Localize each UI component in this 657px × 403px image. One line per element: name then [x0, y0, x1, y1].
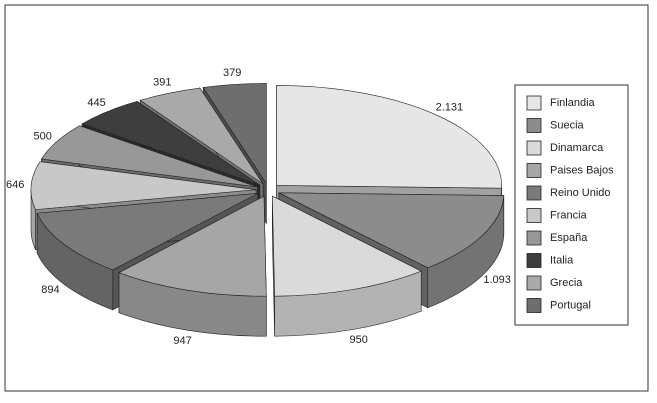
legend-label: España	[550, 232, 588, 244]
slice-top	[40, 125, 258, 188]
legend-label: Finlandia	[550, 97, 596, 109]
slice-top	[271, 195, 422, 297]
pie-slice	[118, 195, 267, 337]
legend-label: Paises Bajos	[550, 164, 614, 176]
legend-label: Grecia	[550, 277, 583, 289]
slice-top	[81, 101, 261, 186]
slice-top	[139, 87, 264, 185]
value-label: 391	[153, 77, 171, 89]
slice-top	[36, 193, 258, 271]
legend-label: Italia	[550, 254, 574, 266]
legend-label: Dinamarca	[550, 142, 604, 154]
legend-swatch	[526, 230, 542, 246]
legend-label: Portugal	[550, 299, 591, 311]
legend-swatch	[526, 275, 542, 291]
legend-swatch	[526, 95, 542, 111]
legend-swatch	[526, 208, 542, 223]
slice-top	[202, 83, 267, 185]
legend-swatch	[526, 298, 542, 313]
value-label: 894	[41, 284, 59, 296]
legend-swatch	[526, 140, 542, 156]
slice-top	[276, 85, 502, 189]
legend-label: Suecia	[550, 119, 585, 131]
value-label: 379	[223, 67, 241, 79]
legend-swatch	[526, 118, 542, 133]
legend-swatch	[526, 185, 542, 201]
value-label: 947	[173, 335, 191, 347]
value-label: 500	[33, 130, 51, 142]
pie-slice	[271, 195, 422, 337]
legend-label: Francia	[550, 209, 588, 221]
legend-swatch	[526, 163, 542, 178]
slice-top	[278, 192, 505, 269]
legend-label: Reino Unido	[550, 187, 611, 199]
value-label: 646	[6, 179, 24, 191]
value-label: 1.093	[483, 274, 511, 286]
slice-top	[118, 195, 267, 297]
legend-swatch	[526, 253, 542, 268]
value-label: 445	[87, 97, 105, 109]
value-label: 950	[350, 334, 368, 346]
value-label: 2.131	[436, 102, 464, 114]
slice-top	[30, 161, 257, 210]
